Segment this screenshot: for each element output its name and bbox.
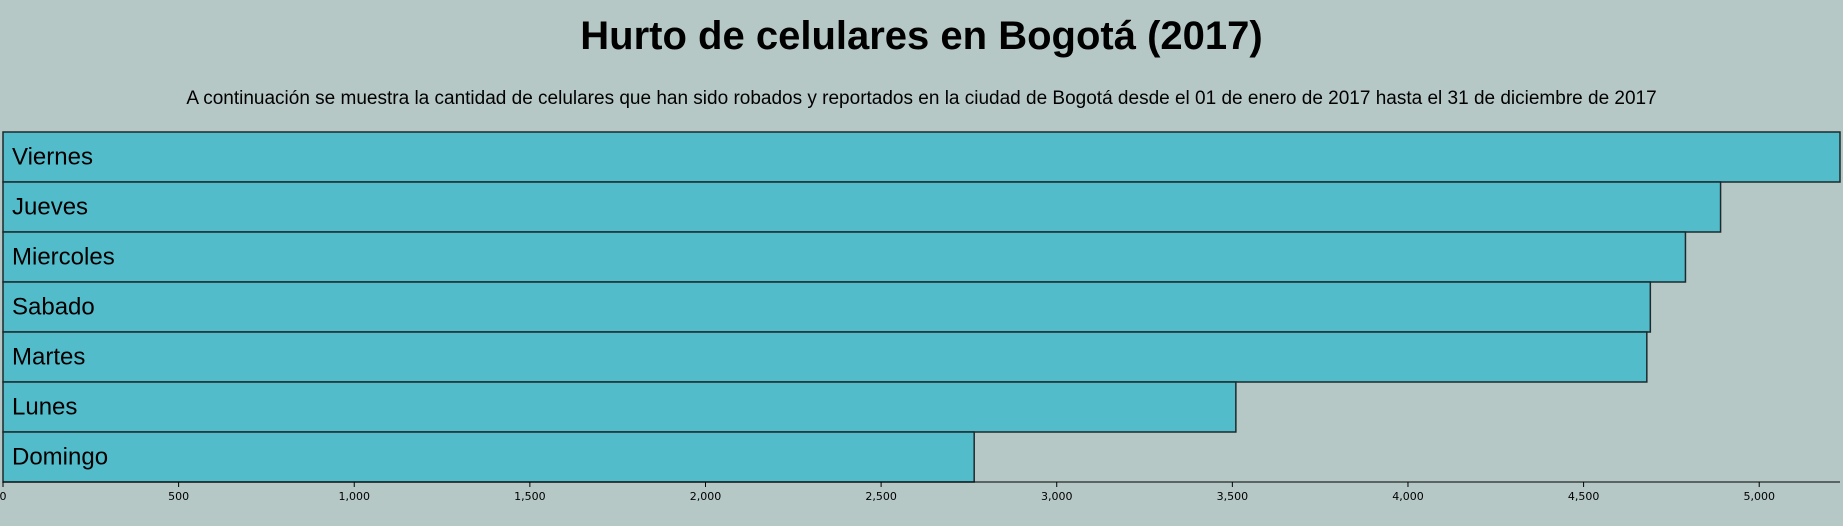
x-tick-label: 3,000 bbox=[1041, 490, 1073, 503]
bar-viernes bbox=[2, 131, 1841, 183]
bar-label-sabado: Sabado bbox=[12, 293, 95, 320]
bar-label-viernes: Viernes bbox=[12, 143, 93, 170]
bar-lunes bbox=[2, 381, 1237, 433]
bar-label-domingo: Domingo bbox=[12, 443, 108, 470]
bar-label-lunes: Lunes bbox=[12, 393, 77, 420]
x-tick-label: 5,000 bbox=[1743, 490, 1775, 503]
chart-subtitle: A continuación se muestra la cantidad de… bbox=[186, 88, 1657, 109]
x-tick-label: 2,500 bbox=[865, 490, 897, 503]
x-tick-label: 3,500 bbox=[1217, 490, 1249, 503]
bar-label-jueves: Jueves bbox=[12, 193, 88, 220]
x-tick-label: 4,500 bbox=[1568, 490, 1600, 503]
bar-label-martes: Martes bbox=[12, 343, 85, 370]
x-tick-label: 1,000 bbox=[338, 490, 370, 503]
bar-label-miercoles: Miercoles bbox=[12, 243, 115, 270]
x-tick-label: 0 bbox=[0, 490, 7, 503]
x-tick-label: 500 bbox=[168, 490, 189, 503]
x-tick-label: 1,500 bbox=[514, 490, 546, 503]
bar-martes bbox=[2, 331, 1648, 383]
x-tick-label: 4,000 bbox=[1392, 490, 1424, 503]
bar-domingo bbox=[2, 431, 975, 483]
x-tick-label: 2,000 bbox=[690, 490, 722, 503]
bar-sabado bbox=[2, 281, 1652, 333]
bar-miercoles bbox=[2, 231, 1687, 283]
bar-jueves bbox=[2, 181, 1722, 233]
chart-title: Hurto de celulares en Bogotá (2017) bbox=[580, 14, 1263, 58]
